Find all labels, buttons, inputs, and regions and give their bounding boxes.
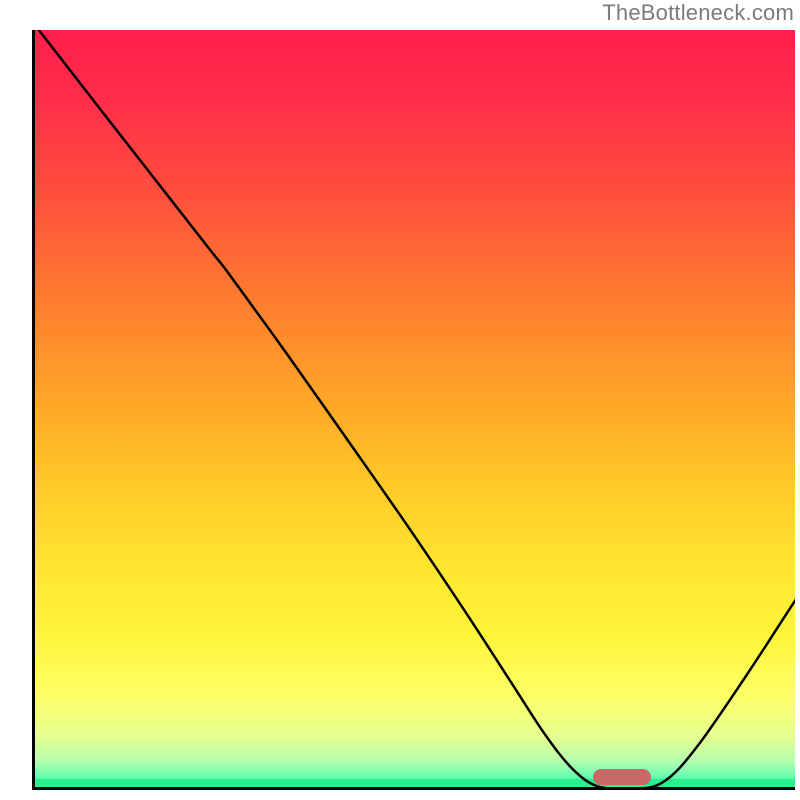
chart-frame	[32, 30, 795, 790]
bottleneck-curve	[35, 30, 795, 787]
chart-plot-area	[35, 30, 795, 787]
attribution-text: TheBottleneck.com	[602, 0, 794, 26]
trough-marker	[593, 769, 651, 785]
